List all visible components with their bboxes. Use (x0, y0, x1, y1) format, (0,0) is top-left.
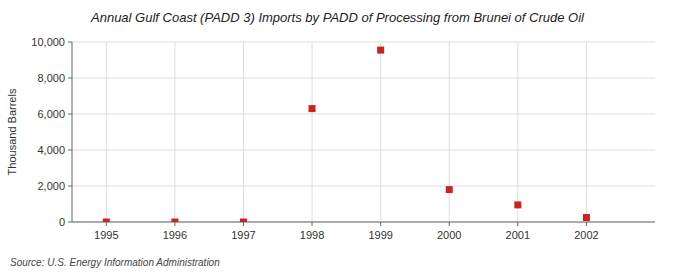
point (377, 47, 384, 54)
grid-line (72, 222, 655, 223)
x-tick-label: 1998 (300, 229, 324, 241)
point (583, 214, 590, 221)
point (309, 105, 316, 112)
chart: Annual Gulf Coast (PADD 3) Imports by PA… (0, 0, 675, 275)
point (103, 219, 110, 223)
y-tick-label: 8,000 (37, 72, 65, 84)
x-tick-label: 2001 (506, 229, 530, 241)
x-tick-label: 1995 (94, 229, 118, 241)
x-tick (586, 222, 587, 226)
y-tick (68, 78, 72, 79)
x-tick-label: 1999 (368, 229, 392, 241)
grid-line (243, 42, 244, 222)
x-tick (106, 222, 107, 226)
y-tick-label: 10,000 (31, 36, 65, 48)
x-tick-label: 2002 (574, 229, 598, 241)
grid-line (72, 42, 655, 43)
grid-line (72, 186, 655, 187)
y-tick-label: 6,000 (37, 108, 65, 120)
marks (103, 47, 590, 222)
x-tick-label: 1996 (163, 229, 187, 241)
x-axis-line (72, 222, 655, 223)
y-tick (68, 42, 72, 43)
y-tick (68, 222, 72, 223)
grid-line (586, 42, 587, 222)
x-tick-label: 1997 (231, 229, 255, 241)
y-axis-line (72, 42, 73, 222)
grid-line (72, 78, 655, 79)
y-tick (68, 150, 72, 151)
grid-line (72, 114, 655, 115)
x-tick (449, 222, 450, 226)
point (240, 219, 247, 223)
x-tick (517, 222, 518, 226)
x-tick (174, 222, 175, 226)
x-tick (243, 222, 244, 226)
grid (72, 42, 655, 222)
grid-line (380, 42, 381, 222)
x-tick (380, 222, 381, 226)
point (171, 219, 178, 223)
y-tick-label: 2,000 (37, 180, 65, 192)
y-tick (68, 114, 72, 115)
x-tick (312, 222, 313, 226)
grid-line (174, 42, 175, 222)
title: Annual Gulf Coast (PADD 3) Imports by PA… (90, 10, 585, 25)
source: Source: U.S. Energy Information Administ… (10, 257, 220, 268)
grid-line (72, 150, 655, 151)
y-tick (68, 186, 72, 187)
point (446, 186, 453, 193)
point (514, 201, 521, 208)
grid-line (106, 42, 107, 222)
y-tick-label: 4,000 (37, 144, 65, 156)
x-tick-label: 2000 (437, 229, 461, 241)
grid-line (449, 42, 450, 222)
y-axis-label: Thousand Barrels (6, 88, 18, 175)
y-tick-label: 0 (59, 216, 65, 228)
grid-line (517, 42, 518, 222)
grid-line (312, 42, 313, 222)
